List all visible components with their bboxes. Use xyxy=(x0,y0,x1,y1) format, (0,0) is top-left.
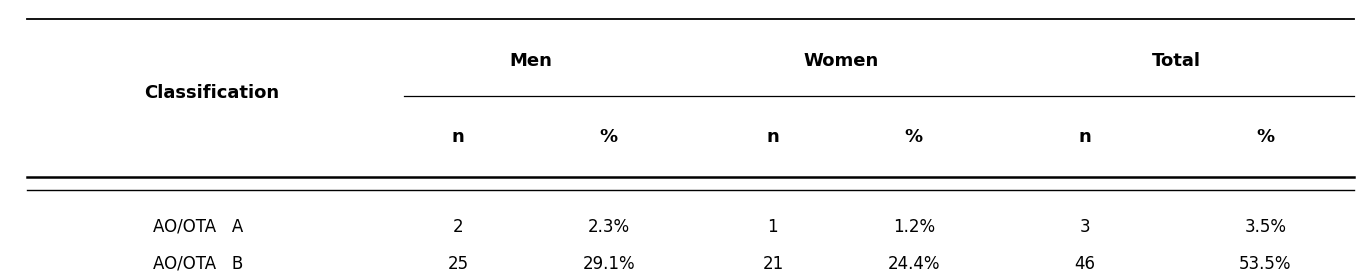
Text: Classification: Classification xyxy=(145,84,279,103)
Text: 3.5%: 3.5% xyxy=(1245,218,1286,236)
Text: 1: 1 xyxy=(767,218,778,236)
Text: 21: 21 xyxy=(762,255,784,273)
Text: AO/OTA   A: AO/OTA A xyxy=(153,218,244,236)
Text: %: % xyxy=(1256,128,1275,147)
Text: 2.3%: 2.3% xyxy=(588,218,629,236)
Text: AO/OTA   B: AO/OTA B xyxy=(153,255,244,273)
Text: n: n xyxy=(1078,128,1092,147)
Text: Total: Total xyxy=(1152,51,1201,70)
Text: %: % xyxy=(599,128,618,147)
Text: n: n xyxy=(451,128,465,147)
Text: 2: 2 xyxy=(453,218,464,236)
Text: %: % xyxy=(904,128,923,147)
Text: 24.4%: 24.4% xyxy=(888,255,940,273)
Text: 29.1%: 29.1% xyxy=(583,255,635,273)
Text: 3: 3 xyxy=(1079,218,1090,236)
Text: 46: 46 xyxy=(1074,255,1096,273)
Text: n: n xyxy=(766,128,780,147)
Text: 1.2%: 1.2% xyxy=(893,218,934,236)
Text: Men: Men xyxy=(509,51,553,70)
Text: Women: Women xyxy=(803,51,880,70)
Text: 25: 25 xyxy=(447,255,469,273)
Text: 53.5%: 53.5% xyxy=(1239,255,1291,273)
